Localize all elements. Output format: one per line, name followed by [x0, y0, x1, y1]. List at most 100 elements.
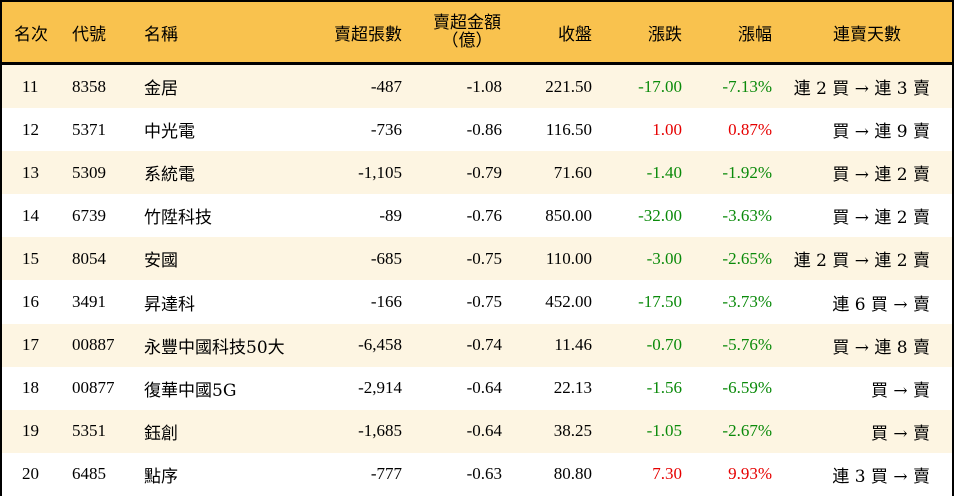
- cell-close: 850.00: [545, 205, 592, 225]
- cell-change: -32.00: [638, 205, 682, 225]
- cell-net-sell-amount: -0.76: [466, 205, 502, 225]
- cell-rank: 11: [22, 76, 39, 96]
- cell-streak: 買 → 賣: [870, 380, 930, 401]
- cell-code: 00877: [72, 378, 115, 398]
- cell-rank: 18: [22, 378, 39, 398]
- cell-close: 221.50: [545, 76, 592, 96]
- cell-change: -17.00: [638, 76, 682, 96]
- cell-code: 00887: [72, 335, 115, 355]
- header-name: 名稱: [144, 24, 178, 45]
- cell-net-sell-volume: -2,914: [358, 378, 402, 398]
- cell-net-sell-amount: -0.75: [466, 292, 502, 312]
- table-row: 11 8358 金居 -487 -1.08 221.50 -17.00 -7.1…: [2, 65, 952, 109]
- cell-streak: 買 → 連 2 賣: [832, 208, 930, 229]
- cell-name: 復華中國5G: [144, 380, 237, 401]
- cell-name: 中光電: [144, 122, 195, 143]
- cell-streak: 連 3 買 → 賣: [832, 466, 930, 487]
- cell-net-sell-amount: -0.79: [466, 162, 502, 182]
- cell-change-pct: -6.59%: [722, 378, 772, 398]
- cell-net-sell-volume: -1,105: [358, 162, 402, 182]
- table-row: 12 5371 中光電 -736 -0.86 116.50 1.00 0.87%…: [2, 108, 952, 152]
- cell-streak: 買 → 賣: [870, 423, 930, 444]
- cell-change: -1.05: [646, 421, 682, 441]
- cell-change: 7.30: [652, 464, 682, 484]
- header-rank: 名次: [14, 24, 48, 45]
- cell-net-sell-amount: -0.74: [466, 335, 502, 355]
- cell-code: 5309: [72, 162, 106, 182]
- cell-streak: 連 2 買 → 連 3 賣: [793, 79, 930, 100]
- cell-name: 系統電: [144, 165, 195, 186]
- cell-change: -1.40: [646, 162, 682, 182]
- cell-change: -3.00: [646, 248, 682, 268]
- cell-rank: 19: [22, 421, 39, 441]
- cell-change-pct: -3.63%: [722, 205, 772, 225]
- cell-rank: 12: [22, 119, 39, 139]
- cell-change-pct: -2.67%: [722, 421, 772, 441]
- cell-name: 安國: [144, 251, 178, 272]
- cell-change: -1.56: [646, 378, 682, 398]
- cell-code: 6485: [72, 464, 106, 484]
- cell-change-pct: -2.65%: [722, 248, 772, 268]
- cell-net-sell-volume: -1,685: [358, 421, 402, 441]
- cell-code: 8054: [72, 248, 106, 268]
- cell-name: 昇達科: [144, 294, 195, 315]
- cell-close: 71.60: [553, 162, 592, 182]
- cell-change-pct: -7.13%: [722, 76, 772, 96]
- header-net-sell-amount-line2: （億）: [441, 31, 493, 51]
- cell-net-sell-amount: -1.08: [466, 76, 502, 96]
- cell-change: -17.50: [638, 292, 682, 312]
- cell-rank: 17: [22, 335, 39, 355]
- table-row: 14 6739 竹陞科技 -89 -0.76 850.00 -32.00 -3.…: [2, 194, 952, 238]
- table-row: 20 6485 點序 -777 -0.63 80.80 7.30 9.93% 連…: [2, 452, 952, 496]
- cell-name: 鈺創: [144, 423, 178, 444]
- cell-change-pct: -5.76%: [722, 335, 772, 355]
- cell-streak: 買 → 連 9 賣: [832, 122, 930, 143]
- cell-rank: 20: [22, 464, 39, 484]
- cell-change-pct: 0.87%: [728, 119, 772, 139]
- header-net-sell-amount: 賣超金額 （億）: [402, 14, 502, 50]
- header-net-sell-amount-line1: 賣超金額: [433, 13, 501, 33]
- cell-close: 110.00: [545, 248, 592, 268]
- header-code: 代號: [72, 24, 106, 45]
- cell-streak: 買 → 連 8 賣: [832, 337, 930, 358]
- header-streak: 連賣天數: [833, 24, 901, 45]
- cell-change-pct: -3.73%: [722, 292, 772, 312]
- cell-net-sell-volume: -89: [379, 205, 402, 225]
- cell-name: 竹陞科技: [144, 208, 212, 229]
- table-header: 名次 代號 名稱 賣超張數 賣超金額 （億） 收盤 漲跌 漲幅 連賣天數: [2, 2, 952, 65]
- cell-net-sell-volume: -6,458: [358, 335, 402, 355]
- header-close: 收盤: [558, 24, 592, 45]
- cell-rank: 16: [22, 292, 39, 312]
- cell-close: 116.50: [545, 119, 592, 139]
- cell-change: -0.70: [646, 335, 682, 355]
- cell-close: 22.13: [553, 378, 592, 398]
- cell-net-sell-volume: -777: [370, 464, 402, 484]
- cell-net-sell-amount: -0.64: [466, 421, 502, 441]
- cell-net-sell-volume: -685: [370, 248, 402, 268]
- cell-net-sell-amount: -0.64: [466, 378, 502, 398]
- cell-net-sell-volume: -736: [370, 119, 402, 139]
- cell-name: 點序: [144, 466, 178, 487]
- cell-net-sell-amount: -0.86: [466, 119, 502, 139]
- cell-name: 永豐中國科技50大: [144, 337, 285, 358]
- cell-rank: 14: [22, 205, 39, 225]
- cell-net-sell-volume: -166: [370, 292, 402, 312]
- cell-streak: 連 2 買 → 連 2 賣: [793, 251, 930, 272]
- cell-net-sell-amount: -0.75: [466, 248, 502, 268]
- cell-net-sell-amount: -0.63: [466, 464, 502, 484]
- header-change: 漲跌: [648, 24, 682, 45]
- cell-code: 3491: [72, 292, 106, 312]
- cell-streak: 買 → 連 2 賣: [832, 165, 930, 186]
- table-row: 18 00877 復華中國5G -2,914 -0.64 22.13 -1.56…: [2, 366, 952, 410]
- cell-code: 8358: [72, 76, 106, 96]
- table-row: 17 00887 永豐中國科技50大 -6,458 -0.74 11.46 -0…: [2, 323, 952, 367]
- cell-change: 1.00: [652, 119, 682, 139]
- cell-code: 6739: [72, 205, 106, 225]
- table-row: 13 5309 系統電 -1,105 -0.79 71.60 -1.40 -1.…: [2, 151, 952, 195]
- cell-net-sell-volume: -487: [370, 76, 402, 96]
- header-net-sell-volume: 賣超張數: [334, 24, 402, 45]
- cell-code: 5371: [72, 119, 106, 139]
- table-body: 11 8358 金居 -487 -1.08 221.50 -17.00 -7.1…: [2, 65, 952, 496]
- header-change-pct: 漲幅: [738, 24, 772, 45]
